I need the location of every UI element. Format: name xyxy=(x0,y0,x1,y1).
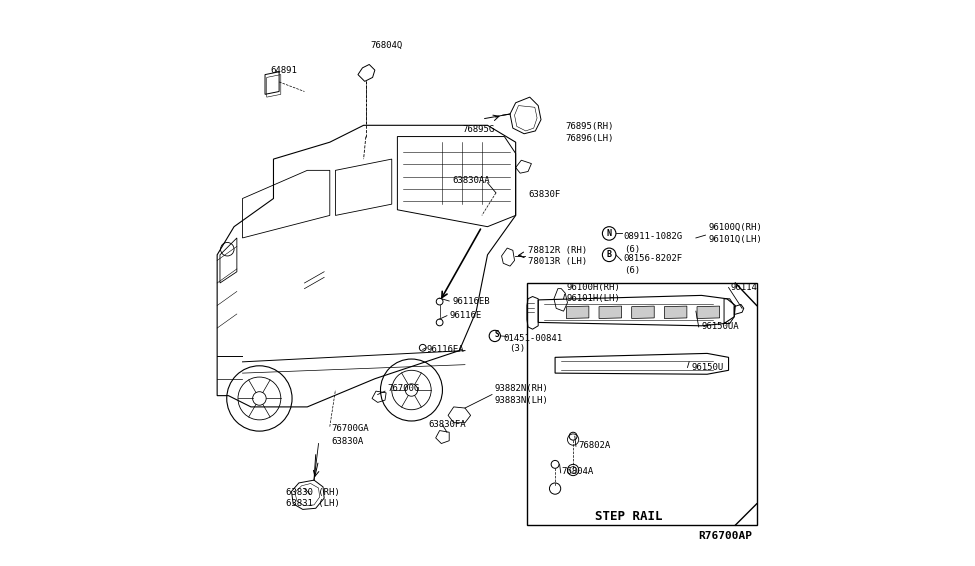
Text: 96116EB: 96116EB xyxy=(452,297,490,306)
Text: R76700AP: R76700AP xyxy=(698,531,753,542)
Text: 96101Q(LH): 96101Q(LH) xyxy=(708,234,762,243)
Text: 76896(LH): 76896(LH) xyxy=(566,134,613,143)
Text: 08911-1082G: 08911-1082G xyxy=(624,232,682,241)
Polygon shape xyxy=(664,306,686,319)
Text: 76802A: 76802A xyxy=(579,441,611,450)
Text: 63831 (LH): 63831 (LH) xyxy=(286,499,339,508)
Text: 64891: 64891 xyxy=(271,66,297,75)
Text: 63830FA: 63830FA xyxy=(428,421,466,430)
Text: 76804Q: 76804Q xyxy=(370,41,403,50)
Text: 01451-00841: 01451-00841 xyxy=(503,334,563,342)
Text: (3): (3) xyxy=(509,344,525,353)
Text: 63830A: 63830A xyxy=(331,438,363,447)
Text: 93883N(LH): 93883N(LH) xyxy=(494,396,548,405)
Text: 96116EA: 96116EA xyxy=(427,345,464,354)
Text: 76804A: 76804A xyxy=(562,467,594,476)
Text: 96150U: 96150U xyxy=(691,363,723,372)
Text: STEP RAIL: STEP RAIL xyxy=(595,509,662,522)
Text: (6): (6) xyxy=(624,245,640,254)
Text: 76895(RH): 76895(RH) xyxy=(566,122,613,131)
Text: 78812R (RH): 78812R (RH) xyxy=(528,246,587,255)
Text: 93882N(RH): 93882N(RH) xyxy=(494,384,548,393)
Polygon shape xyxy=(599,306,621,319)
Text: 63830AA: 63830AA xyxy=(452,176,490,185)
Text: 96100Q(RH): 96100Q(RH) xyxy=(708,224,762,232)
Text: 96116E: 96116E xyxy=(449,311,482,320)
Polygon shape xyxy=(632,306,654,319)
Text: 96150UA: 96150UA xyxy=(702,323,739,332)
Text: 76700GA: 76700GA xyxy=(331,424,369,433)
Text: 08156-8202F: 08156-8202F xyxy=(624,254,682,263)
Polygon shape xyxy=(566,306,589,319)
Text: 63830F: 63830F xyxy=(528,190,561,199)
Text: 63830 (RH): 63830 (RH) xyxy=(286,488,339,497)
Text: 76895G: 76895G xyxy=(462,125,494,134)
Text: 96114: 96114 xyxy=(731,283,758,292)
Polygon shape xyxy=(697,306,720,319)
Text: S: S xyxy=(494,331,499,339)
Text: 96101H(LH): 96101H(LH) xyxy=(566,294,620,303)
Text: B: B xyxy=(606,250,611,259)
Text: 76700G: 76700G xyxy=(387,384,419,393)
Text: (6): (6) xyxy=(624,265,640,275)
Text: 78013R (LH): 78013R (LH) xyxy=(528,257,587,266)
Text: N: N xyxy=(606,229,611,238)
Text: 96100H(RH): 96100H(RH) xyxy=(566,283,620,292)
